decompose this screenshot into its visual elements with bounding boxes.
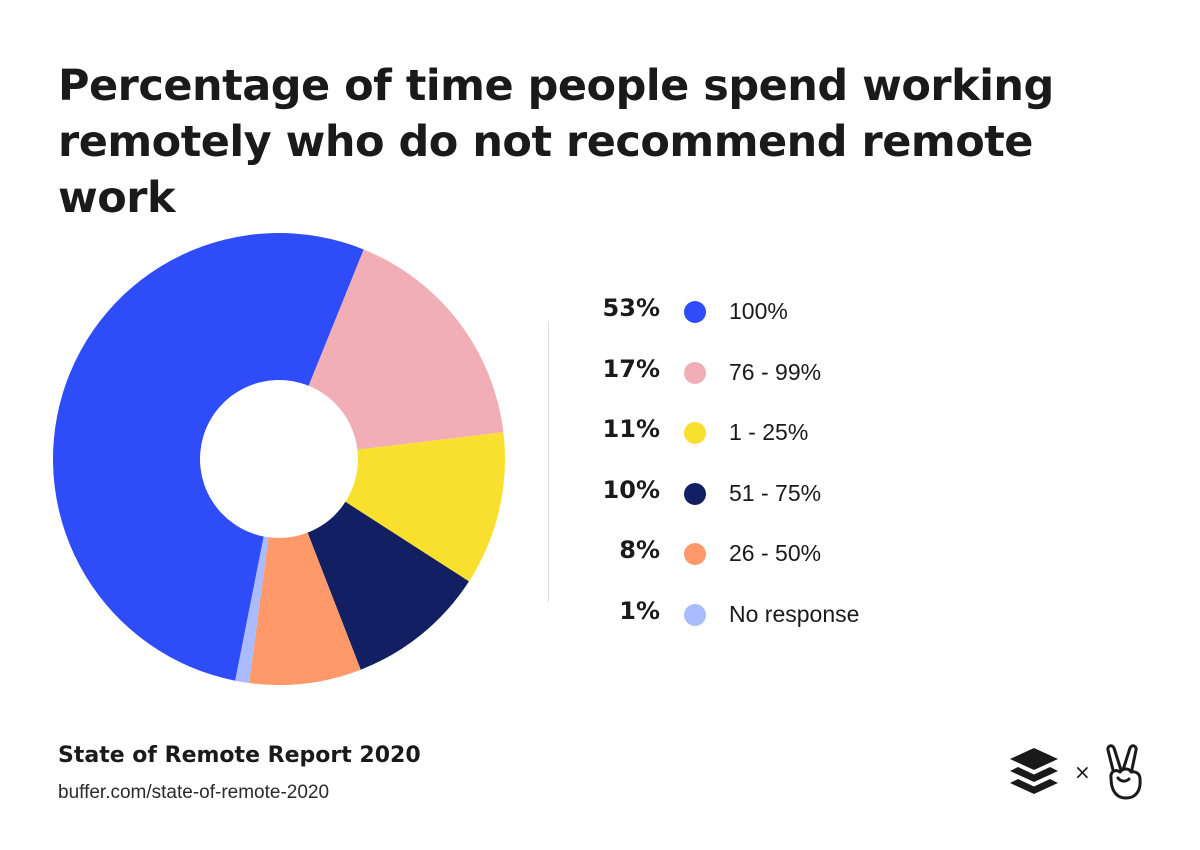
- legend-item-26-50: 8% 26 - 50%: [580, 532, 940, 593]
- legend-swatch: [684, 301, 706, 323]
- buffer-stack-icon: [1010, 748, 1058, 794]
- legend-swatch: [684, 543, 706, 565]
- legend-item-no-response: 1% No response: [580, 593, 940, 654]
- slice-100: [52, 232, 364, 681]
- legend-label: No response: [729, 600, 860, 627]
- legend-swatch: [684, 422, 706, 444]
- legend-percentage: 53%: [602, 294, 660, 322]
- legend-label: 100%: [729, 298, 788, 324]
- legend-label: 1 - 25%: [729, 419, 809, 445]
- donut-chart: [52, 232, 505, 685]
- peace-hand-icon: [1106, 744, 1142, 800]
- legend-item-100: 53% 100%: [580, 290, 940, 351]
- legend: 53% 100% 17% 76 - 99% 11% 1 - 25% 10% 51 - 75% 8…: [580, 290, 940, 653]
- slice-no-response: [235, 536, 269, 684]
- slice-1-25: [345, 432, 505, 582]
- legend-swatch: [684, 482, 706, 505]
- report-url: buffer.com/state-of-remote-2020: [58, 782, 330, 803]
- times-sign: ×: [1074, 760, 1091, 784]
- legend-percentage: 11%: [602, 415, 660, 443]
- legend-percentage: 8%: [619, 536, 660, 564]
- legend-percentage: 10%: [602, 475, 660, 504]
- legend-divider: [548, 322, 549, 602]
- legend-item-76-99: 17% 76 - 99%: [580, 351, 940, 412]
- slice-76-99: [308, 249, 504, 450]
- legend-item-51-75: 10% 51 - 75%: [580, 472, 940, 533]
- report-title: State of Remote Report 2020: [58, 743, 421, 768]
- legend-percentage: 1%: [619, 596, 660, 625]
- slice-26-50: [249, 532, 361, 685]
- legend-swatch: [684, 361, 706, 384]
- donut-slices: [52, 232, 505, 685]
- legend-percentage: 17%: [602, 354, 660, 383]
- slice-51-75: [307, 501, 469, 670]
- legend-label: 51 - 75%: [729, 479, 822, 506]
- logos: ×: [1008, 744, 1148, 806]
- legend-label: 76 - 99%: [729, 358, 822, 385]
- legend-swatch: [684, 603, 706, 626]
- legend-label: 26 - 50%: [729, 540, 822, 566]
- chart-title: Percentage of time people spend working …: [58, 61, 1054, 223]
- legend-item-1-25: 11% 1 - 25%: [580, 411, 940, 472]
